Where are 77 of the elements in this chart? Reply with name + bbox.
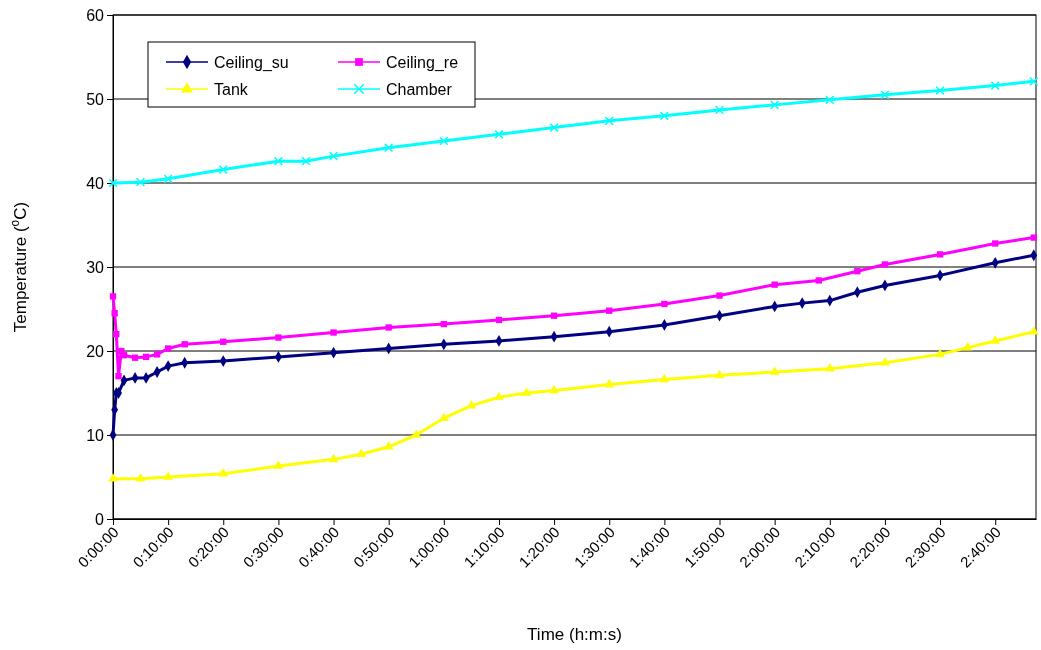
point (771, 281, 778, 288)
point (218, 164, 228, 175)
legend-label: Chamber (386, 80, 453, 98)
point (439, 412, 449, 421)
point (769, 366, 780, 375)
point (383, 441, 394, 450)
point (142, 353, 150, 361)
point (549, 122, 559, 133)
legend-label: Ceiling_re (386, 53, 459, 72)
y-tick-label: 30 (86, 258, 105, 276)
point (495, 316, 503, 324)
point (604, 379, 615, 388)
point (135, 473, 146, 482)
point (880, 357, 890, 366)
point (714, 105, 725, 115)
point (301, 156, 311, 166)
point (659, 374, 670, 383)
point (604, 116, 614, 126)
point (111, 310, 118, 317)
point (494, 129, 504, 139)
point (962, 342, 973, 351)
point (1029, 76, 1039, 86)
legend-label: Ceiling_su (214, 53, 289, 72)
point (115, 373, 122, 380)
x-axis-title: Time (h:m:s) (527, 625, 622, 644)
point (181, 341, 188, 348)
y-tick-label: 0 (95, 510, 105, 528)
point (992, 240, 999, 247)
point (550, 312, 558, 319)
point (935, 86, 945, 96)
point (439, 136, 449, 146)
point (990, 80, 1000, 91)
point (659, 111, 669, 121)
y-tick-label: 60 (86, 6, 105, 24)
point (330, 329, 337, 336)
point (328, 453, 339, 463)
point (275, 334, 282, 341)
point (328, 151, 339, 161)
point (164, 345, 172, 352)
y-tick-label: 20 (86, 342, 105, 360)
point (440, 320, 447, 328)
point (854, 268, 861, 275)
point (356, 448, 366, 458)
y-tick-label: 10 (86, 426, 105, 444)
point (936, 251, 944, 258)
point (384, 143, 394, 153)
point (880, 90, 890, 100)
point (220, 338, 227, 345)
point (109, 293, 117, 300)
point (135, 177, 146, 187)
point (714, 369, 725, 379)
point (494, 391, 504, 400)
point (108, 473, 118, 482)
legend-label: Tank (214, 80, 249, 98)
point (113, 331, 120, 338)
point (163, 471, 173, 480)
point (770, 100, 780, 110)
point (153, 351, 161, 358)
point (661, 300, 668, 308)
point (716, 292, 723, 299)
point (990, 335, 1001, 344)
point (935, 348, 945, 358)
point (273, 156, 283, 166)
point (521, 387, 532, 396)
y-tick-label: 40 (86, 174, 105, 192)
point (385, 324, 392, 331)
point (218, 468, 229, 477)
point (131, 354, 139, 361)
point (273, 460, 284, 469)
point (163, 174, 173, 184)
point (825, 95, 835, 105)
point (606, 307, 613, 314)
point (881, 261, 889, 268)
point (815, 277, 822, 284)
point (1030, 234, 1037, 241)
y-tick-label: 50 (86, 90, 105, 108)
point (549, 384, 559, 394)
